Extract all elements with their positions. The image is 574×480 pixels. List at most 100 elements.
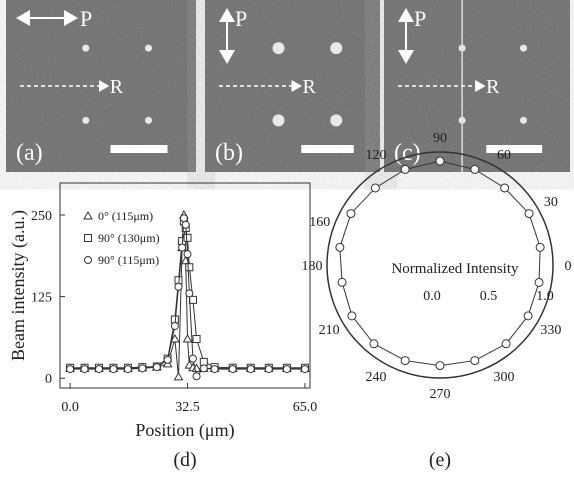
panel-label: (a) [16, 140, 43, 166]
marker [184, 251, 191, 258]
panel-label: (b) [215, 140, 243, 166]
marker [265, 366, 272, 373]
image-panel: P R (b) [205, 0, 380, 172]
angle-label: 160 [309, 215, 330, 230]
marker [336, 243, 344, 251]
marker [189, 355, 196, 362]
panel-label: (c) [394, 140, 421, 166]
marker [211, 366, 218, 373]
marker [200, 365, 207, 372]
marker [471, 165, 479, 173]
r-tick-label: 1.0 [536, 289, 554, 304]
marker [502, 340, 510, 348]
x-tick-label: 65.0 [293, 400, 318, 415]
angle-label: 30 [544, 195, 558, 210]
angle-label: 90 [433, 131, 447, 146]
marker [175, 283, 182, 290]
marker [301, 366, 308, 373]
scale-bar [111, 145, 168, 153]
spot [145, 117, 152, 124]
r-tick-label: 0.0 [423, 289, 441, 304]
marker [139, 365, 146, 372]
marker [110, 366, 117, 373]
marker [200, 358, 207, 365]
image-panel: PR(a) [6, 0, 196, 172]
angle-label: 300 [494, 370, 515, 385]
marker [153, 364, 160, 371]
marker [182, 221, 189, 228]
spot [330, 114, 342, 126]
marker [184, 335, 192, 342]
y-axis-label: Beam intensity (a.u.) [8, 210, 29, 361]
spot [145, 45, 152, 52]
label-r: R [303, 76, 317, 98]
x-tick-label: 32.5 [175, 400, 200, 415]
image-panel: P R (c) [384, 0, 570, 172]
marker [229, 366, 236, 373]
spot [273, 114, 285, 126]
marker [193, 373, 200, 380]
spot [520, 45, 527, 52]
marker [124, 366, 131, 373]
marker [436, 362, 444, 370]
marker [348, 312, 356, 320]
y-tick-label: 0 [45, 372, 52, 387]
marker [174, 373, 182, 380]
legend-marker [84, 212, 92, 219]
marker [501, 184, 509, 192]
angle-label: 120 [366, 148, 387, 163]
label-p: P [235, 6, 247, 31]
marker [81, 366, 88, 373]
marker [67, 366, 74, 373]
marker [370, 340, 378, 348]
label-r: R [486, 76, 500, 98]
angle-label: 0 [565, 259, 572, 274]
marker [193, 336, 200, 343]
marker [186, 264, 193, 271]
scale-bar [486, 145, 542, 153]
legend-marker [85, 235, 92, 242]
spot [82, 117, 89, 124]
angle-label: 240 [366, 370, 387, 385]
marker [189, 296, 196, 303]
angle-label: 210 [319, 323, 340, 338]
marker [338, 278, 346, 286]
marker [471, 357, 479, 365]
marker [525, 210, 533, 218]
angle-label: 330 [540, 323, 561, 338]
angle-label: 270 [430, 387, 451, 402]
marker [283, 366, 290, 373]
caption: (d) [173, 449, 196, 471]
marker [184, 234, 191, 241]
r-tick-label: 0.5 [480, 289, 498, 304]
marker [164, 356, 171, 363]
marker [171, 322, 178, 329]
marker [524, 312, 532, 320]
label-r: R [110, 76, 124, 98]
spot [273, 42, 285, 54]
marker [180, 215, 187, 222]
label-p: P [414, 6, 426, 31]
marker [247, 366, 254, 373]
marker [186, 290, 193, 297]
marker [96, 366, 103, 373]
scale-bar [301, 145, 354, 153]
marker [371, 184, 379, 192]
marker [535, 278, 543, 286]
marker [347, 210, 355, 218]
figure: PR(a)PR(b)PR(c) 0.032.565.00125250Positi… [0, 0, 574, 475]
marker [536, 243, 544, 251]
legend-marker [85, 257, 92, 264]
marker [401, 357, 409, 365]
caption: (e) [429, 449, 451, 471]
legend-label: 90° (130μm) [98, 231, 160, 245]
marker [401, 165, 409, 173]
spot [330, 42, 342, 54]
angle-label: 180 [302, 259, 323, 274]
x-tick-label: 0.0 [61, 400, 79, 415]
angle-label: 60 [497, 148, 511, 163]
x-axis-label: Position (μm) [135, 420, 234, 441]
marker [436, 157, 444, 165]
legend-label: 0° (115μm) [98, 209, 153, 223]
